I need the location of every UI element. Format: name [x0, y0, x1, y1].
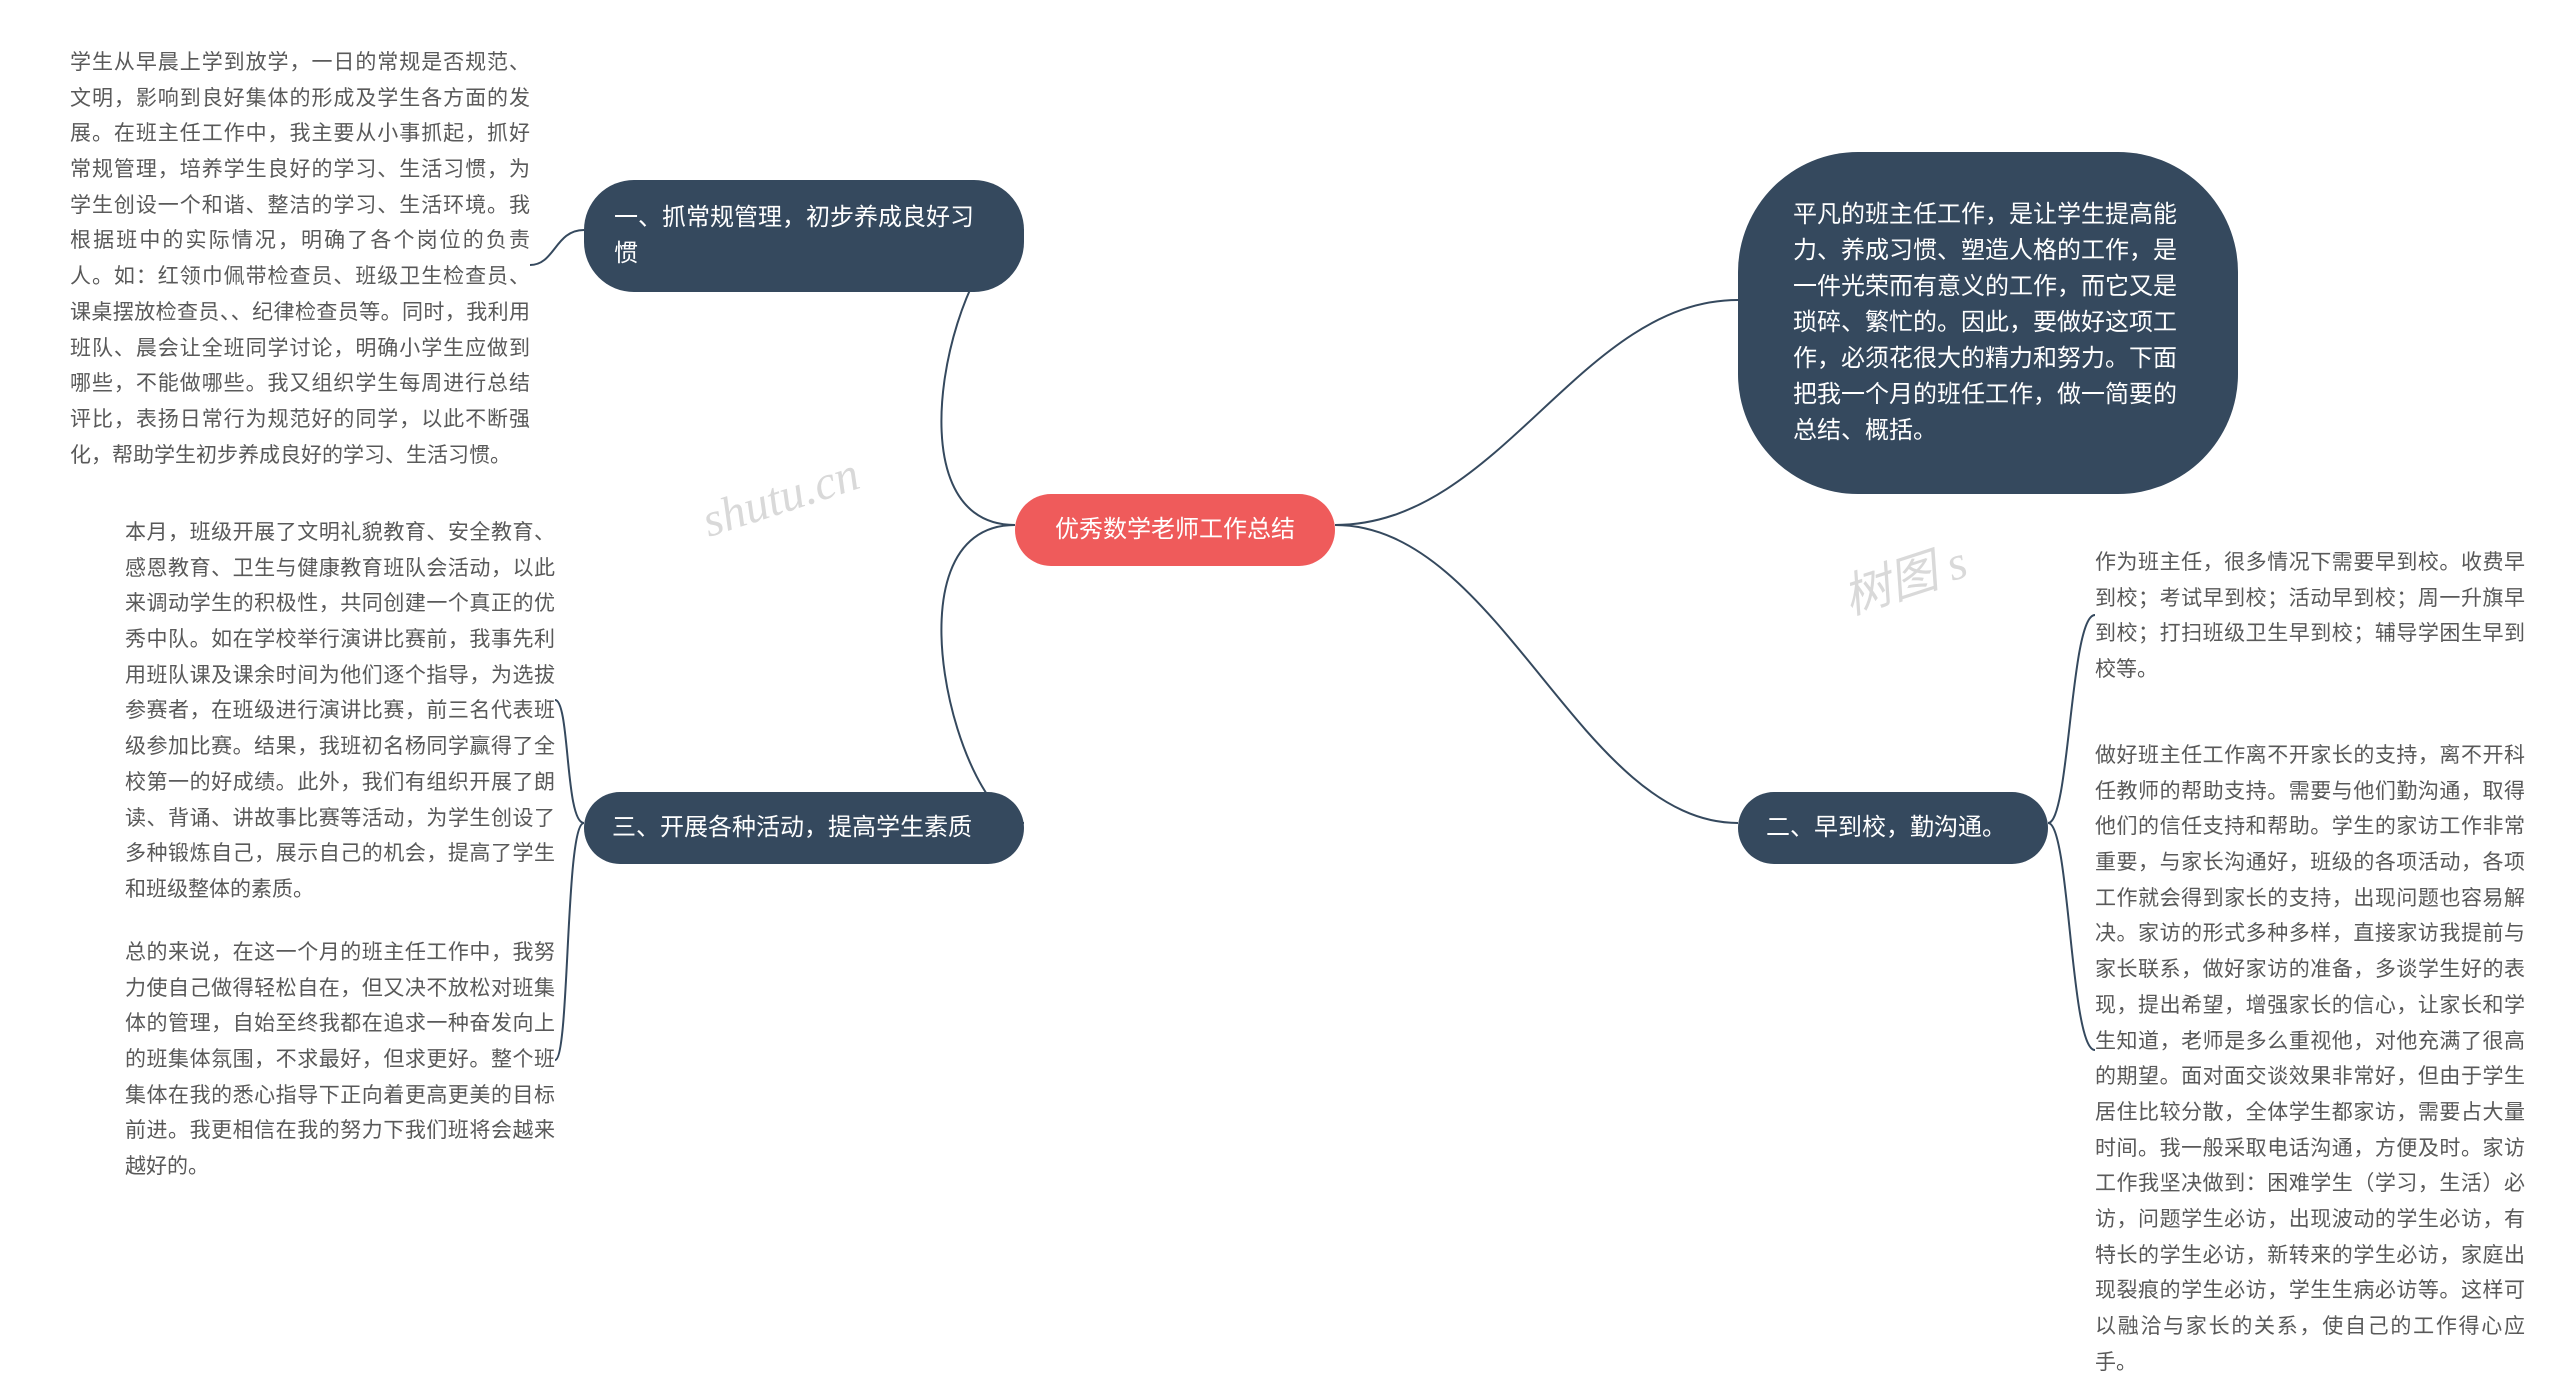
- branch-2[interactable]: 二、早到校，勤沟通。: [1738, 792, 2048, 864]
- leaf-b2-detail-a: 作为班主任，很多情况下需要早到校。收费早到校；考试早到校；活动早到校；周一升旗早…: [2095, 545, 2525, 688]
- branch-1[interactable]: 一、抓常规管理，初步养成良好习惯: [584, 180, 1024, 292]
- watermark: 树图 s: [1832, 522, 1974, 628]
- watermark: shutu.cn: [695, 446, 865, 548]
- leaf-b2-detail-b: 做好班主任工作离不开家长的支持，离不开科任教师的帮助支持。需要与他们勤沟通，取得…: [2095, 738, 2525, 1380]
- central-node[interactable]: 优秀数学老师工作总结: [1015, 494, 1335, 566]
- leaf-b1-detail: 学生从早晨上学到放学，一日的常规是否规范、文明，影响到良好集体的形成及学生各方面…: [70, 45, 530, 473]
- leaf-b3-detail-a: 本月，班级开展了文明礼貌教育、安全教育、感恩教育、卫生与健康教育班队会活动，以此…: [125, 515, 555, 908]
- branch-intro[interactable]: 平凡的班主任工作，是让学生提高能力、养成习惯、塑造人格的工作，是一件光荣而有意义…: [1738, 152, 2238, 494]
- mindmap-canvas: shutu.cn 树图 s 优秀数学老师工作总结 平凡的班主任工作，是让学生提高…: [0, 0, 2560, 1367]
- branch-3[interactable]: 三、开展各种活动，提高学生素质: [584, 792, 1024, 864]
- leaf-b3-detail-b: 总的来说，在这一个月的班主任工作中，我努力使自己做得轻松自在，但又决不放松对班集…: [125, 935, 555, 1185]
